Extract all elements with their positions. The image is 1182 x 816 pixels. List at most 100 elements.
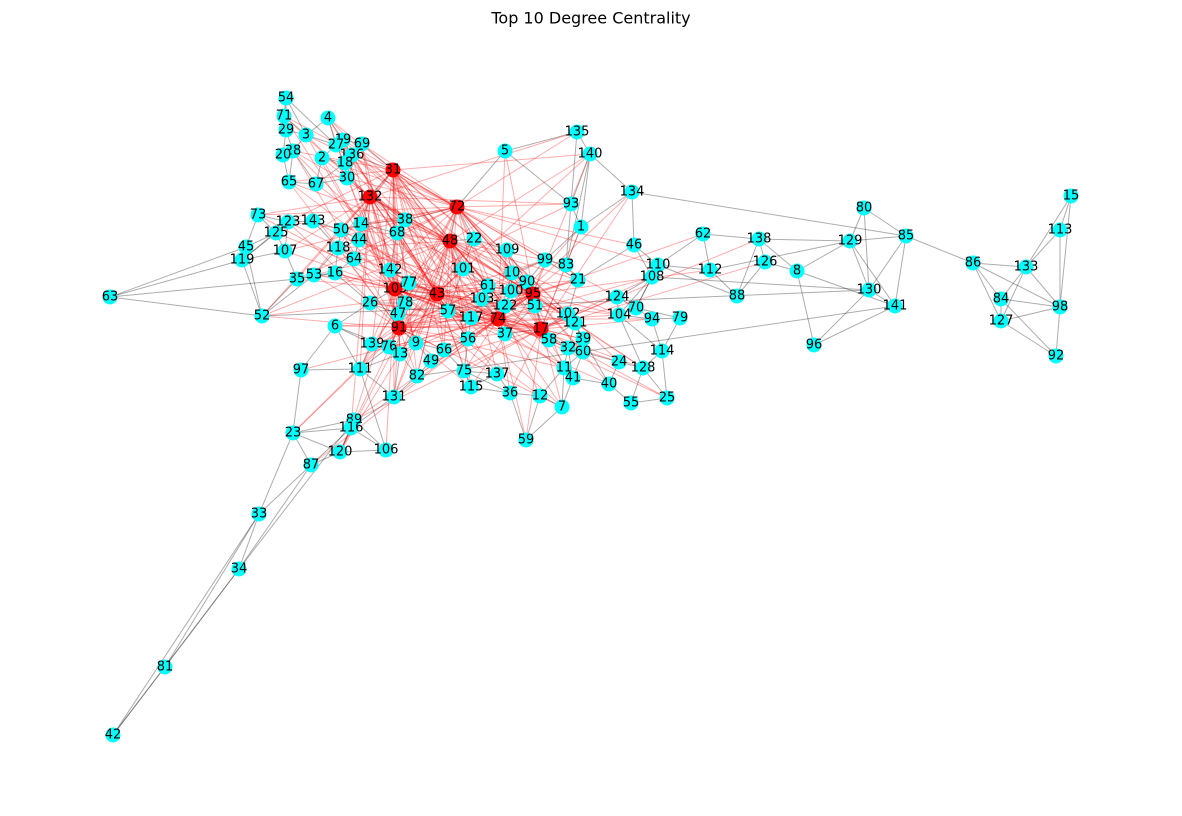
node-label: 63 (102, 290, 119, 305)
node-label: 68 (389, 226, 406, 241)
node-label: 92 (1048, 349, 1065, 364)
edge (618, 314, 644, 369)
node-label: 78 (397, 296, 414, 311)
node-label: 138 (747, 232, 772, 247)
edge (436, 293, 445, 351)
edge (540, 296, 618, 330)
edge (580, 191, 633, 228)
node (623, 395, 639, 411)
edge (238, 464, 312, 570)
node (518, 432, 534, 448)
node (533, 321, 549, 337)
edge (392, 169, 472, 388)
node (387, 281, 403, 297)
edge (292, 432, 341, 453)
edge (1025, 195, 1072, 268)
edge (456, 203, 572, 208)
node (102, 289, 118, 305)
node (337, 155, 353, 171)
node-label: 141 (883, 299, 908, 314)
node (490, 311, 506, 327)
node-label: 29 (278, 123, 295, 138)
node-label: 93 (563, 197, 580, 212)
node-label: 38 (397, 213, 414, 228)
edge (404, 219, 534, 295)
edge (109, 259, 243, 298)
node (362, 295, 378, 311)
node (806, 337, 822, 353)
edge (258, 464, 312, 515)
node (332, 444, 348, 460)
node-label: 123 (276, 215, 301, 230)
node (1018, 259, 1034, 275)
node (320, 110, 336, 126)
edge (351, 154, 438, 295)
node-label: 81 (157, 660, 174, 675)
node-label: 22 (466, 232, 483, 247)
edge (313, 274, 534, 295)
edge (436, 293, 506, 307)
edge (258, 432, 294, 515)
node (277, 243, 293, 259)
node-label: 74 (490, 312, 507, 327)
edge (351, 154, 451, 242)
edge (416, 305, 896, 377)
node-label: 41 (565, 371, 582, 386)
node (565, 370, 581, 386)
edge (436, 259, 546, 295)
edge (109, 246, 247, 298)
edge (369, 196, 400, 329)
node-label: 47 (390, 307, 407, 322)
edge (657, 233, 704, 266)
edge (392, 169, 483, 300)
edge (580, 153, 591, 228)
edge (310, 427, 352, 466)
edge (369, 196, 498, 375)
node (278, 122, 294, 138)
edge (369, 196, 572, 205)
edge (292, 427, 352, 434)
edge (532, 293, 620, 316)
edge (392, 169, 469, 340)
edge (540, 276, 653, 330)
node-label: 55 (623, 396, 640, 411)
edge (394, 281, 528, 290)
edge (398, 314, 620, 329)
edge (261, 274, 315, 317)
node (789, 263, 805, 279)
edge (449, 240, 469, 340)
node (275, 147, 291, 163)
node (532, 388, 548, 404)
node-label: 46 (626, 238, 643, 253)
node-label: 8 (793, 264, 801, 279)
node (575, 344, 591, 360)
node (601, 376, 617, 392)
node-label: 57 (440, 304, 457, 319)
edge (398, 259, 546, 329)
node-label: 77 (401, 276, 418, 291)
edge (288, 181, 400, 329)
node (757, 254, 773, 270)
edge (1000, 266, 1027, 322)
edge (1000, 298, 1057, 357)
node (408, 335, 424, 351)
edge (510, 290, 542, 330)
node-label: 15 (1063, 189, 1080, 204)
node (390, 306, 406, 322)
edge (456, 206, 659, 266)
edge (849, 240, 870, 291)
edge (353, 328, 542, 421)
edge (540, 191, 633, 330)
edge (456, 206, 620, 363)
node-label: 42 (105, 728, 122, 743)
node (628, 300, 644, 316)
node-label: 40 (601, 377, 618, 392)
edge (449, 240, 489, 287)
edge (284, 196, 371, 252)
node (397, 295, 413, 311)
node (856, 200, 872, 216)
node-label: 59 (518, 433, 535, 448)
edge (369, 196, 438, 295)
node-label: 120 (328, 445, 353, 460)
edge (635, 307, 681, 319)
